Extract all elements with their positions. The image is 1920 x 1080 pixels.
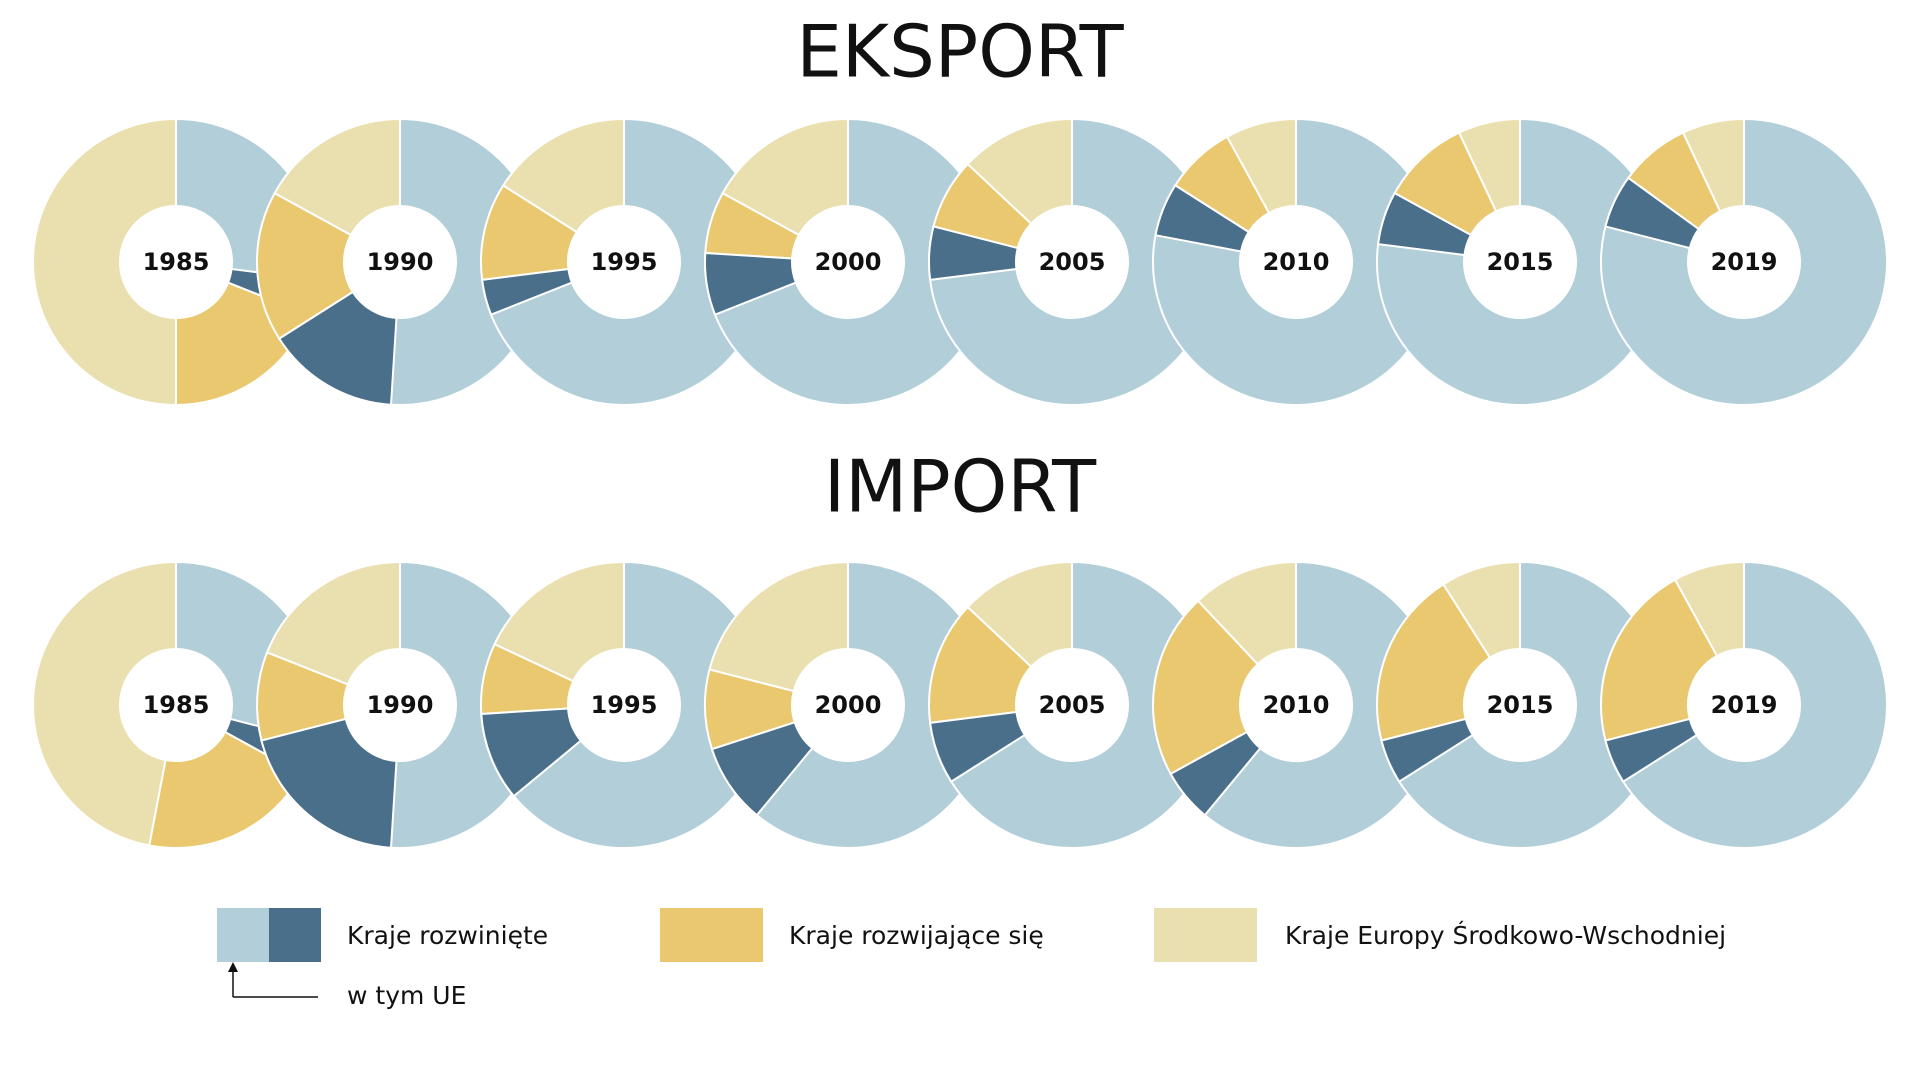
donut-hole [344, 206, 456, 318]
year-label: 1995 [591, 248, 658, 276]
donut: 2010 [1152, 560, 1440, 849]
donut: 2019 [1600, 117, 1888, 406]
year-label: 2000 [815, 691, 882, 719]
donut-hole [344, 649, 456, 761]
donut: 2015 [1376, 560, 1664, 849]
legend-swatch [1154, 908, 1257, 962]
year-label: 2015 [1487, 691, 1554, 719]
donut: 2005 [928, 117, 1216, 406]
donut-hole [120, 649, 232, 761]
year-label: 1985 [143, 691, 210, 719]
donut: 2010 [1152, 117, 1440, 406]
legend-label: Kraje rozwijające się [789, 921, 1044, 950]
year-label: 2005 [1039, 248, 1106, 276]
donut: 2000 [704, 117, 992, 406]
year-label: 2005 [1039, 691, 1106, 719]
donut-hole [792, 206, 904, 318]
donut: 2000 [704, 560, 992, 849]
legend-label: Kraje rozwinięte [347, 921, 548, 950]
donut-hole [1688, 649, 1800, 761]
year-label: 1990 [367, 691, 434, 719]
chart-title: IMPORT [824, 445, 1097, 529]
year-label: 1985 [143, 248, 210, 276]
donut-hole [568, 206, 680, 318]
donut-hole [568, 649, 680, 761]
donut-hole [1688, 206, 1800, 318]
donut-hole [1464, 649, 1576, 761]
year-label: 2010 [1263, 248, 1330, 276]
year-label: 2000 [815, 248, 882, 276]
donut: 1995 [480, 117, 768, 406]
donut-hole [1016, 206, 1128, 318]
year-label: 2015 [1487, 248, 1554, 276]
donut-hole [1240, 206, 1352, 318]
donut: 2015 [1376, 117, 1664, 406]
donut: 2005 [928, 560, 1216, 849]
donut: 1995 [480, 560, 768, 849]
donut: 1990 [256, 560, 544, 849]
legend-arrowhead [228, 962, 238, 972]
donut-hole [1240, 649, 1352, 761]
donut-hole [1464, 206, 1576, 318]
donut-hole [792, 649, 904, 761]
chart-title: EKSPORT [796, 10, 1124, 94]
donut: 2019 [1600, 560, 1888, 849]
legend-label: Kraje Europy Środkowo-Wschodniej [1285, 920, 1726, 950]
legend-label: w tym UE [347, 981, 466, 1010]
donut-hole [120, 206, 232, 318]
donut-hole [1016, 649, 1128, 761]
year-label: 2019 [1711, 691, 1778, 719]
year-label: 2010 [1263, 691, 1330, 719]
legend-swatch [217, 908, 269, 962]
legend-swatch [660, 908, 763, 962]
year-label: 1990 [367, 248, 434, 276]
year-label: 2019 [1711, 248, 1778, 276]
legend-swatch [269, 908, 321, 962]
legend: Kraje rozwinięte w tym UE Kraje rozwijając… [217, 908, 1726, 1010]
year-label: 1995 [591, 691, 658, 719]
